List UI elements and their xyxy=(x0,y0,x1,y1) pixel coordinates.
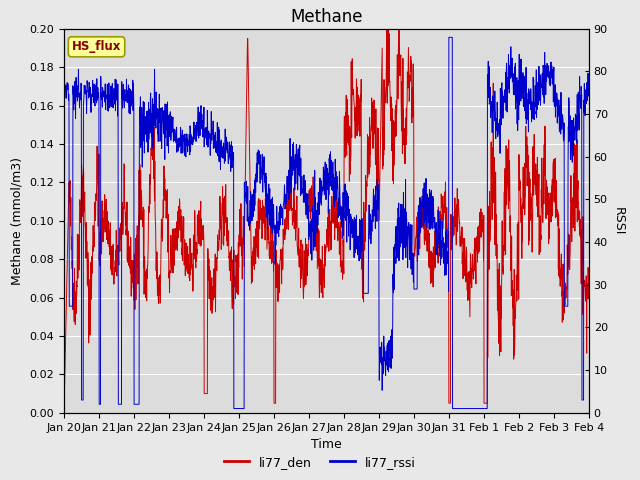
li77_den xyxy=(570,204,578,210)
li77_den xyxy=(383,26,390,32)
Y-axis label: Methane (mmol/m3): Methane (mmol/m3) xyxy=(11,157,24,285)
li77_rssi xyxy=(87,102,95,108)
li77_rssi xyxy=(301,202,309,208)
li77_den xyxy=(301,257,309,263)
Legend: li77_den, li77_rssi: li77_den, li77_rssi xyxy=(219,451,421,474)
Y-axis label: RSSI: RSSI xyxy=(611,206,625,235)
X-axis label: Time: Time xyxy=(311,438,342,451)
li77_den xyxy=(60,410,68,416)
li77_rssi xyxy=(585,85,593,91)
li77_den xyxy=(316,281,323,287)
li77_den xyxy=(87,260,95,265)
li77_rssi xyxy=(230,406,237,411)
li77_den xyxy=(474,259,481,265)
li77_rssi xyxy=(570,126,578,132)
li77_rssi xyxy=(60,98,68,104)
li77_rssi xyxy=(474,406,481,411)
li77_rssi xyxy=(316,192,323,197)
Line: li77_rssi: li77_rssi xyxy=(64,37,589,408)
Text: HS_flux: HS_flux xyxy=(72,40,121,53)
li77_rssi xyxy=(570,129,578,135)
li77_den xyxy=(570,170,577,176)
li77_den xyxy=(585,271,593,276)
Title: Methane: Methane xyxy=(290,8,363,26)
li77_rssi xyxy=(445,35,452,40)
Line: li77_den: li77_den xyxy=(64,29,589,413)
